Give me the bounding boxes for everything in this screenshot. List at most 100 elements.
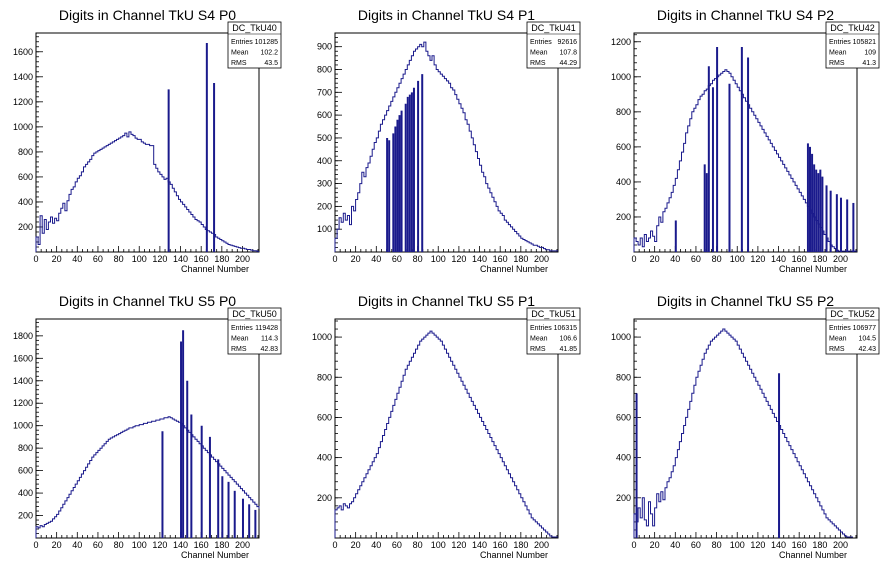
stats-box: DC_TkU51 Entries 106315 Mean 106.6 RMS 41.85 [526, 307, 581, 355]
stats-value: 104.5 [858, 336, 876, 343]
chart-title: Digits in Channel TkU S4 P1 [358, 7, 535, 23]
stats-value: 42.83 [260, 346, 278, 353]
stats-box-frame [825, 307, 880, 355]
x-tick-label: 60 [691, 254, 701, 264]
x-tick-label: 60 [93, 540, 103, 550]
stats-key: Mean [829, 50, 847, 57]
y-tick-label: 800 [18, 147, 33, 157]
stats-name: DC_TkU52 [830, 309, 875, 319]
stats-name: DC_TkU50 [232, 309, 277, 319]
stats-key: Mean [530, 336, 548, 343]
stats-value: 105821 [853, 39, 876, 46]
stats-value: 41.3 [862, 60, 876, 67]
x-tick-label: 100 [431, 254, 446, 264]
x-tick-label: 0 [332, 254, 337, 264]
x-tick-label: 0 [631, 254, 636, 264]
x-tick-label: 80 [712, 540, 722, 550]
stats-key: Mean [829, 336, 847, 343]
chart-title: Digits in Channel TkU S5 P2 [657, 293, 834, 309]
x-tick-label: 20 [650, 254, 660, 264]
y-tick-label: 800 [317, 372, 332, 382]
x-tick-label: 40 [371, 254, 381, 264]
stats-name: DC_TkU41 [531, 23, 576, 33]
stats-box: DC_TkU52 Entries 106977 Mean 104.5 RMS 42.43 [825, 307, 880, 355]
plot-frame [334, 32, 559, 253]
y-tick-label: 400 [616, 453, 631, 463]
x-tick-label: 20 [351, 540, 361, 550]
stats-box: DC_TkU40 Entries 101285 Mean 102.2 RMS 43.5 [227, 21, 282, 69]
y-tick-label: 1400 [13, 72, 33, 82]
y-tick-label: 200 [616, 493, 631, 503]
stats-value: 106977 [853, 325, 876, 332]
x-tick-label: 40 [72, 254, 82, 264]
histogram-panel: Digits in Channel TkU S4 P0 0 20 40 60 80 100 1… [13, 7, 282, 274]
stats-name: DC_TkU42 [830, 23, 875, 33]
x-tick-label: 80 [712, 254, 722, 264]
y-tick-label: 900 [317, 42, 332, 52]
x-tick-label: 140 [771, 254, 786, 264]
y-tick-label: 100 [317, 224, 332, 234]
x-tick-label: 40 [670, 254, 680, 264]
x-tick-label: 100 [730, 540, 745, 550]
y-tick-label: 1600 [13, 47, 33, 57]
stats-value: 101285 [255, 39, 278, 46]
histogram-panel: Digits in Channel TkU S5 P2 0 20 40 60 80 100 1… [611, 293, 880, 560]
histogram-line [35, 416, 260, 538]
x-tick-label: 80 [114, 254, 124, 264]
x-axis-label: Channel Number [779, 550, 847, 560]
stats-key: Entries [231, 325, 253, 332]
y-tick-label: 200 [18, 511, 33, 521]
stats-key: Entries [231, 39, 253, 46]
x-tick-label: 80 [413, 540, 423, 550]
y-tick-label: 400 [18, 488, 33, 498]
x-tick-label: 180 [812, 254, 827, 264]
x-tick-label: 60 [691, 540, 701, 550]
x-tick-label: 120 [750, 540, 765, 550]
stats-value: 114.3 [261, 336, 278, 343]
x-tick-label: 140 [173, 540, 188, 550]
stats-box: DC_TkU42 Entries 105821 Mean 109 RMS 41.3 [825, 21, 880, 69]
y-tick-label: 1200 [13, 398, 33, 408]
x-axis-label: Channel Number [181, 264, 249, 274]
histogram-line [633, 69, 857, 252]
stats-name: DC_TkU40 [232, 23, 277, 33]
x-tick-label: 140 [771, 540, 786, 550]
stats-key: RMS [530, 346, 546, 353]
x-tick-label: 140 [472, 254, 487, 264]
stats-box-frame [227, 307, 282, 355]
y-tick-label: 1200 [13, 97, 33, 107]
stats-key: Mean [530, 50, 548, 57]
y-tick-label: 1200 [611, 37, 631, 47]
x-tick-label: 180 [214, 254, 229, 264]
x-tick-label: 100 [132, 254, 147, 264]
x-tick-label: 160 [792, 540, 807, 550]
histogram-line [35, 131, 259, 252]
x-tick-label: 120 [152, 254, 167, 264]
x-tick-label: 200 [534, 254, 549, 264]
y-tick-label: 1000 [312, 332, 332, 342]
x-axis-label: Channel Number [779, 264, 847, 274]
y-tick-label: 600 [18, 466, 33, 476]
stats-box: DC_TkU50 Entries 119428 Mean 114.3 RMS 42.83 [227, 307, 282, 355]
histogram-line [334, 41, 558, 252]
y-tick-label: 1000 [13, 421, 33, 431]
x-tick-label: 100 [431, 540, 446, 550]
y-tick-label: 600 [616, 142, 631, 152]
y-tick-label: 600 [616, 412, 631, 422]
x-tick-label: 160 [493, 254, 508, 264]
chart-title: Digits in Channel TkU S4 P2 [657, 7, 834, 23]
x-tick-label: 160 [194, 540, 209, 550]
histogram-line [633, 328, 853, 538]
stats-value: 106315 [554, 325, 577, 332]
x-tick-label: 200 [833, 254, 848, 264]
stats-key: RMS [829, 346, 845, 353]
stats-value: 42.43 [858, 346, 876, 353]
x-tick-label: 200 [833, 540, 848, 550]
stats-box-frame [825, 21, 880, 69]
histogram-panel: Digits in Channel TkU S4 P1 0 20 40 60 80 100 1… [317, 7, 581, 274]
stats-value: 106.6 [559, 336, 577, 343]
y-tick-label: 300 [317, 179, 332, 189]
plot-frame [334, 318, 559, 539]
x-tick-label: 0 [33, 254, 38, 264]
plot-frame [35, 32, 260, 253]
